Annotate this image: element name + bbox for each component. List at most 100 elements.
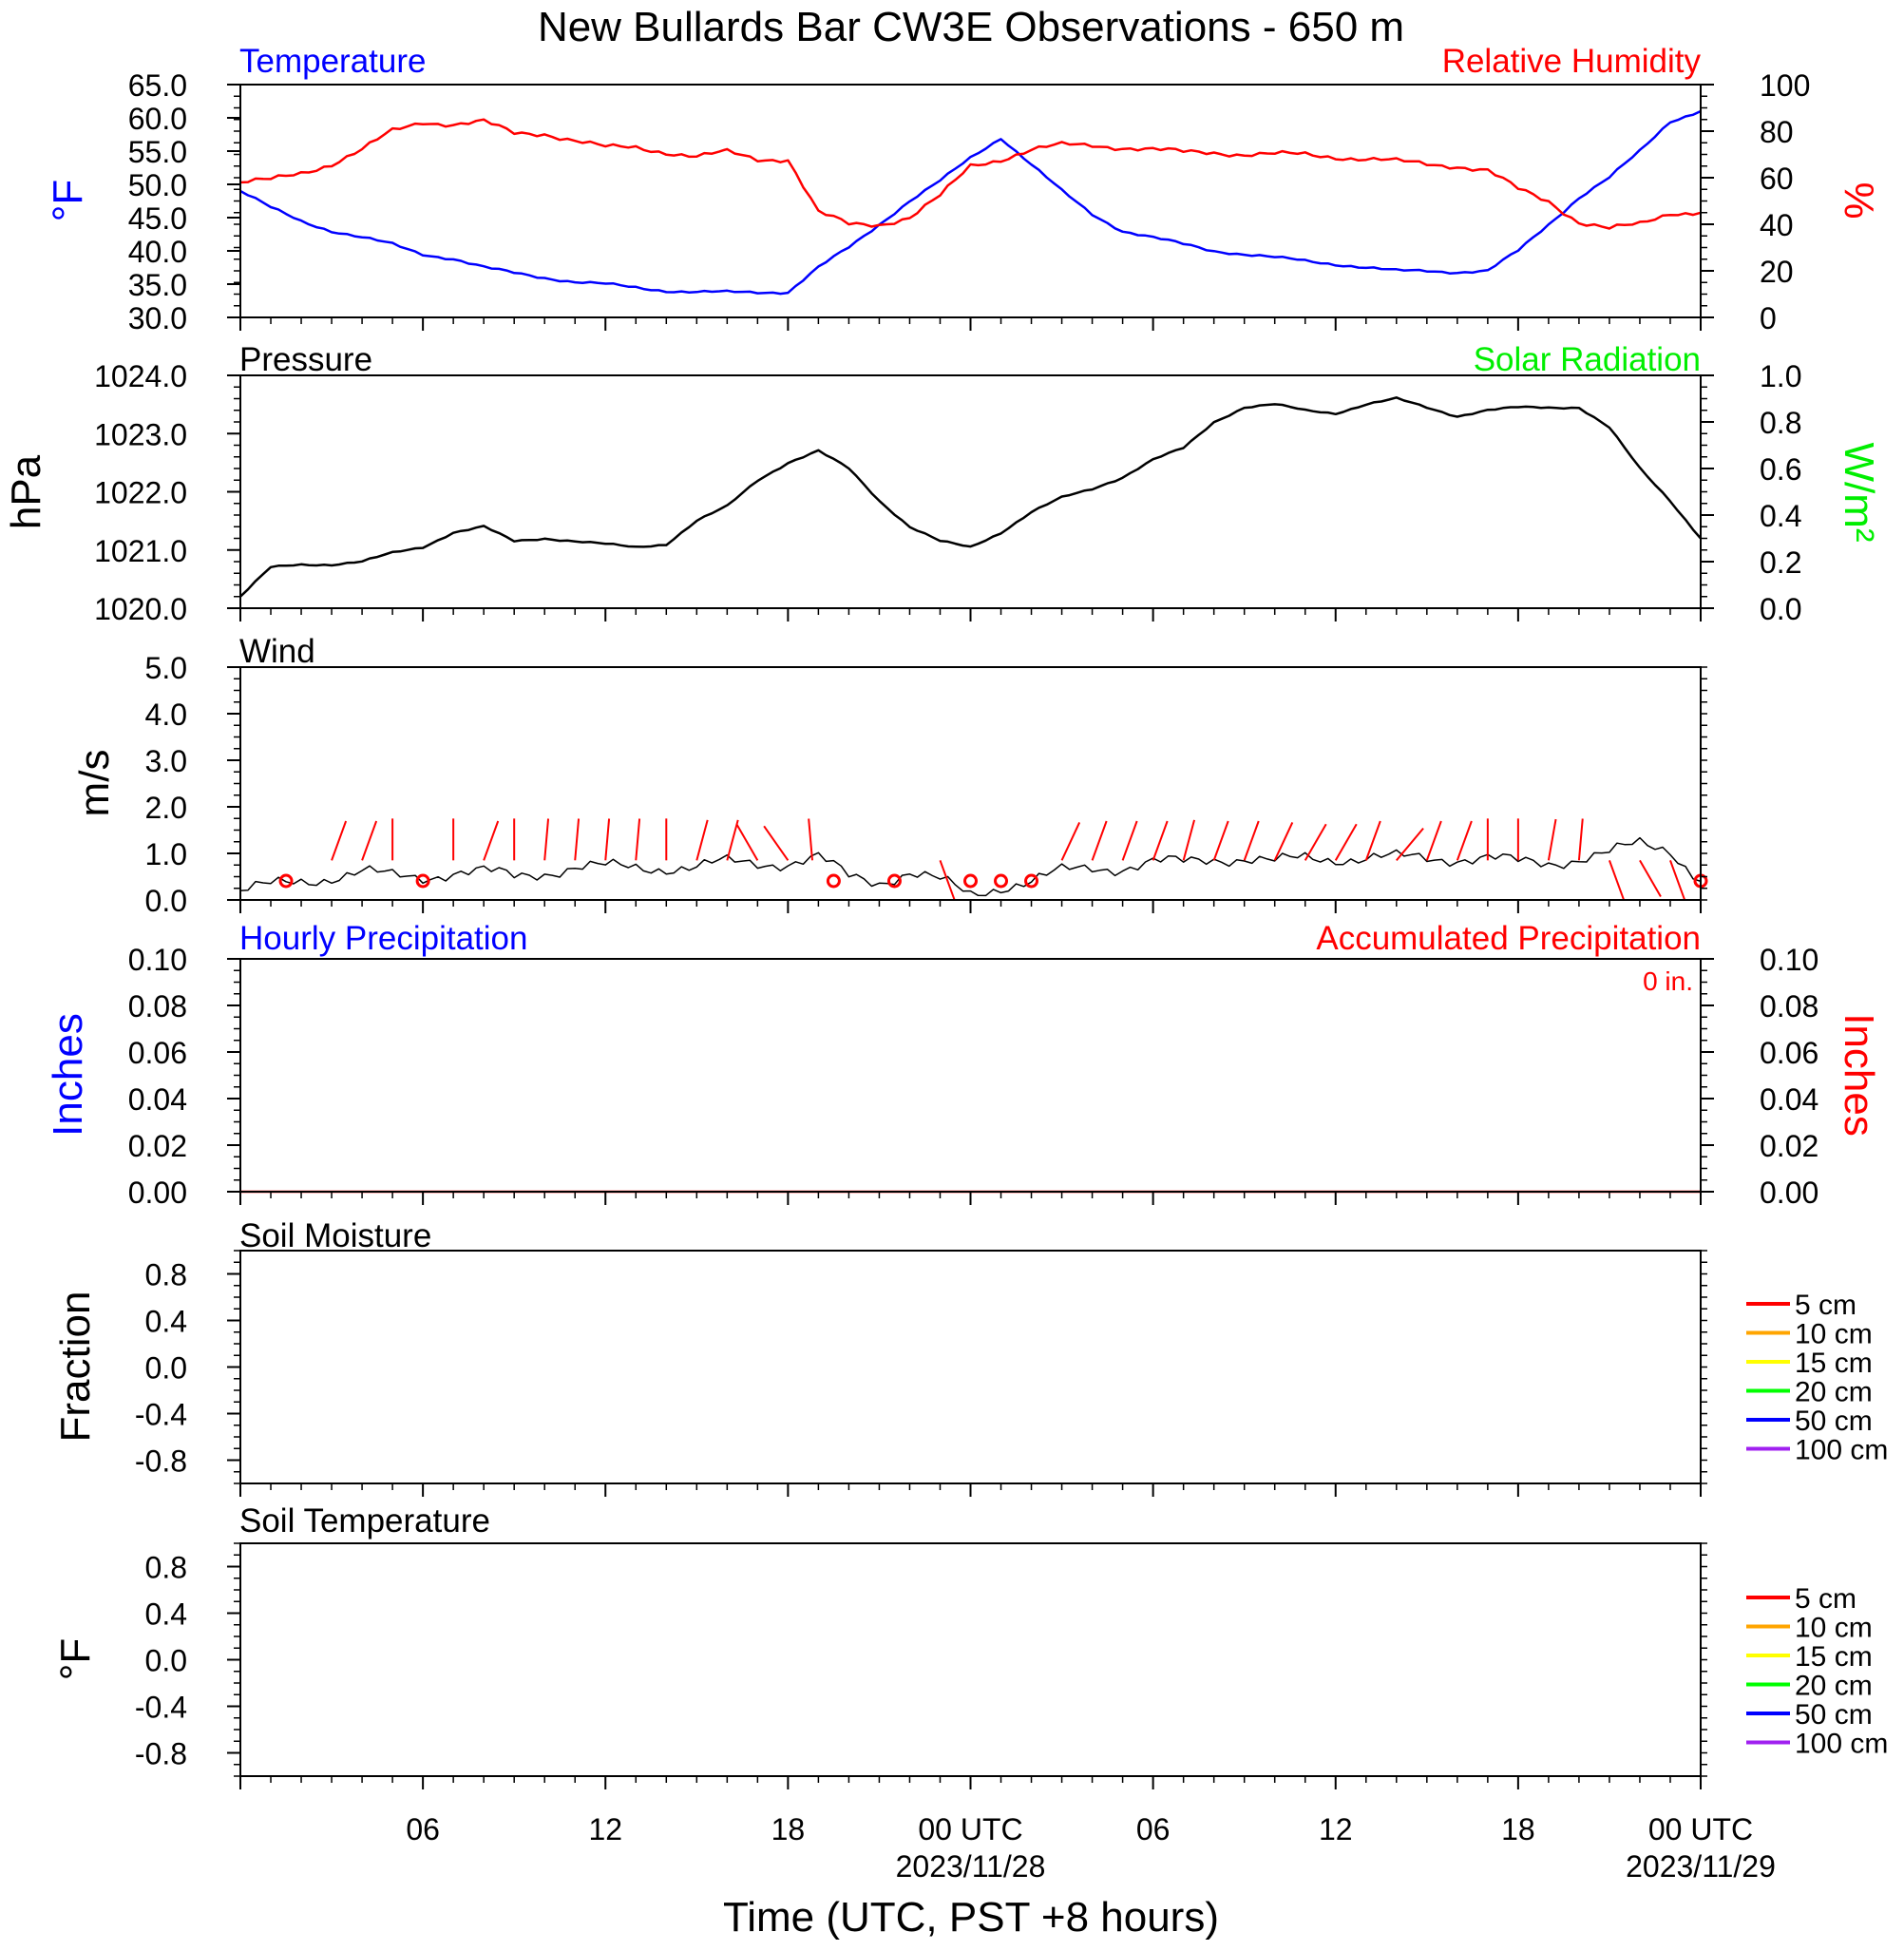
y-tick-label-left: 1020.0	[94, 592, 187, 626]
pressure-line	[239, 396, 1702, 598]
wind-barb	[331, 820, 348, 861]
solar-title: Solar Radiation	[1474, 341, 1701, 378]
wind-barb	[1669, 860, 1685, 901]
y-tick-label-left: 1.0	[145, 837, 187, 871]
y-tick-label-left: 1023.0	[94, 417, 187, 451]
humidity-axis-label: %	[1836, 182, 1882, 219]
legend-label: 10 cm	[1795, 1613, 1873, 1644]
wind-barb	[361, 820, 378, 861]
legend-label: 50 cm	[1795, 1406, 1873, 1437]
legend-label: 5 cm	[1795, 1583, 1856, 1615]
y-tick-label-left: 0.8	[145, 1551, 187, 1585]
panel-temperature-humidity: Temperature Relative Humidity °F % 65.06…	[45, 43, 1882, 335]
x-tick-label: 18	[771, 1812, 806, 1846]
y-tick-label-right: 0.04	[1760, 1082, 1818, 1117]
wind-barb	[735, 823, 759, 861]
wind-barb	[1121, 820, 1138, 861]
y-tick-label-right: 0.10	[1760, 943, 1818, 977]
legend-label: 100 cm	[1795, 1435, 1888, 1466]
y-tick-label-right: 0.00	[1760, 1176, 1818, 1210]
wind-barb	[1152, 820, 1169, 861]
precip-total-label: 0 in.	[1643, 966, 1693, 996]
wind-calm-circle	[826, 873, 841, 889]
y-tick-label-left: 0.00	[128, 1176, 187, 1210]
y-tick-label-left: 4.0	[145, 698, 187, 732]
y-tick-label-left: 0.4	[145, 1597, 187, 1632]
wind-barbs-group	[278, 818, 1708, 901]
y-tick-label-right: 0.6	[1760, 452, 1801, 487]
wind-barb	[1212, 820, 1229, 861]
x-tick-label: 12	[1319, 1812, 1353, 1846]
legend-label: 100 cm	[1795, 1729, 1888, 1760]
x-tick-label: 18	[1501, 1812, 1535, 1846]
wind-axis-label: m/s	[71, 750, 118, 817]
wind-calm-circle	[415, 873, 430, 889]
y-tick-label-left: 5.0	[145, 651, 187, 685]
y-tick-label-right: 0	[1760, 301, 1777, 335]
wind-barb	[483, 820, 500, 861]
y-tick-label-right: 0.0	[1760, 592, 1801, 626]
y-tick-label-left: 1024.0	[94, 359, 187, 393]
soil-temperature-title: Soil Temperature	[239, 1502, 490, 1540]
y-tick-label-left: -0.8	[135, 1444, 187, 1479]
x-tick-label: 06	[1136, 1812, 1171, 1846]
y-tick-label-left: 1022.0	[94, 476, 187, 510]
panel-precipitation: Hourly Precipitation Accumulated Precipi…	[45, 920, 1882, 1210]
panel-frame	[239, 958, 1702, 1193]
y-tick-label-right: 100	[1760, 68, 1810, 103]
wind-barb	[695, 819, 709, 861]
soil-temperature-axis-label: °F	[52, 1638, 99, 1680]
legend-label: 15 cm	[1795, 1348, 1873, 1379]
wind-barb	[1091, 820, 1108, 861]
wind-calm-circle	[1024, 873, 1039, 889]
y-tick-label-left: 0.02	[128, 1129, 187, 1163]
precip-right-axis-label: Inches	[1836, 1013, 1882, 1137]
temperature-axis-label: °F	[45, 180, 91, 221]
y-tick-label-left: 0.06	[128, 1036, 187, 1070]
solar-axis-label: W/m²	[1836, 442, 1882, 542]
y-tick-label-left: 0.08	[128, 989, 187, 1023]
wind-barb	[763, 825, 790, 861]
wind-barb	[1425, 820, 1442, 861]
y-tick-label-left: 0.0	[145, 1644, 187, 1678]
y-tick-label-right: 20	[1760, 255, 1794, 289]
wind-title: Wind	[239, 633, 315, 670]
y-tick-label-right: 40	[1760, 208, 1794, 242]
legend-label: 10 cm	[1795, 1319, 1873, 1350]
temperature-title: Temperature	[239, 43, 426, 80]
y-tick-label-left: 0.0	[145, 884, 187, 918]
wind-barb	[1182, 819, 1195, 861]
y-tick-label-left: 65.0	[128, 68, 187, 103]
wind-barb	[574, 818, 581, 861]
accum-precip-title: Accumulated Precipitation	[1316, 920, 1701, 957]
wind-calm-circle	[963, 873, 978, 889]
panel-frame	[239, 666, 1702, 901]
pressure-axis-label: hPa	[3, 454, 49, 529]
y-tick-label-left: 0.10	[128, 943, 187, 977]
wind-barb	[1243, 820, 1260, 861]
wind-barb	[1396, 828, 1424, 861]
y-tick-label-left: 1021.0	[94, 534, 187, 568]
y-tick-label-left: 45.0	[128, 201, 187, 236]
x-tick-date-label: 2023/11/29	[1626, 1849, 1776, 1884]
wind-barb	[543, 818, 550, 861]
panel-pressure-solar: Pressure Solar Radiation hPa W/m² 1024.0…	[3, 341, 1882, 626]
wind-speed-line	[239, 836, 1702, 897]
y-tick-label-right: 0.8	[1760, 406, 1801, 440]
soil-moisture-axis-label: Fraction	[52, 1291, 99, 1443]
y-tick-label-left: 50.0	[128, 168, 187, 202]
x-tick-label: 06	[406, 1812, 440, 1846]
y-tick-label-left: 0.04	[128, 1082, 187, 1117]
y-tick-label-left: 0.4	[145, 1305, 187, 1339]
pressure-title: Pressure	[239, 341, 372, 378]
panel-frame	[239, 84, 1702, 318]
y-tick-label-right: 60	[1760, 162, 1794, 196]
wind-barb	[1060, 822, 1081, 861]
x-tick-label: 12	[588, 1812, 622, 1846]
wind-barb	[1273, 822, 1294, 861]
temperature-line	[239, 109, 1702, 296]
wind-barb	[1608, 860, 1625, 901]
y-tick-label-right: 0.02	[1760, 1129, 1818, 1163]
